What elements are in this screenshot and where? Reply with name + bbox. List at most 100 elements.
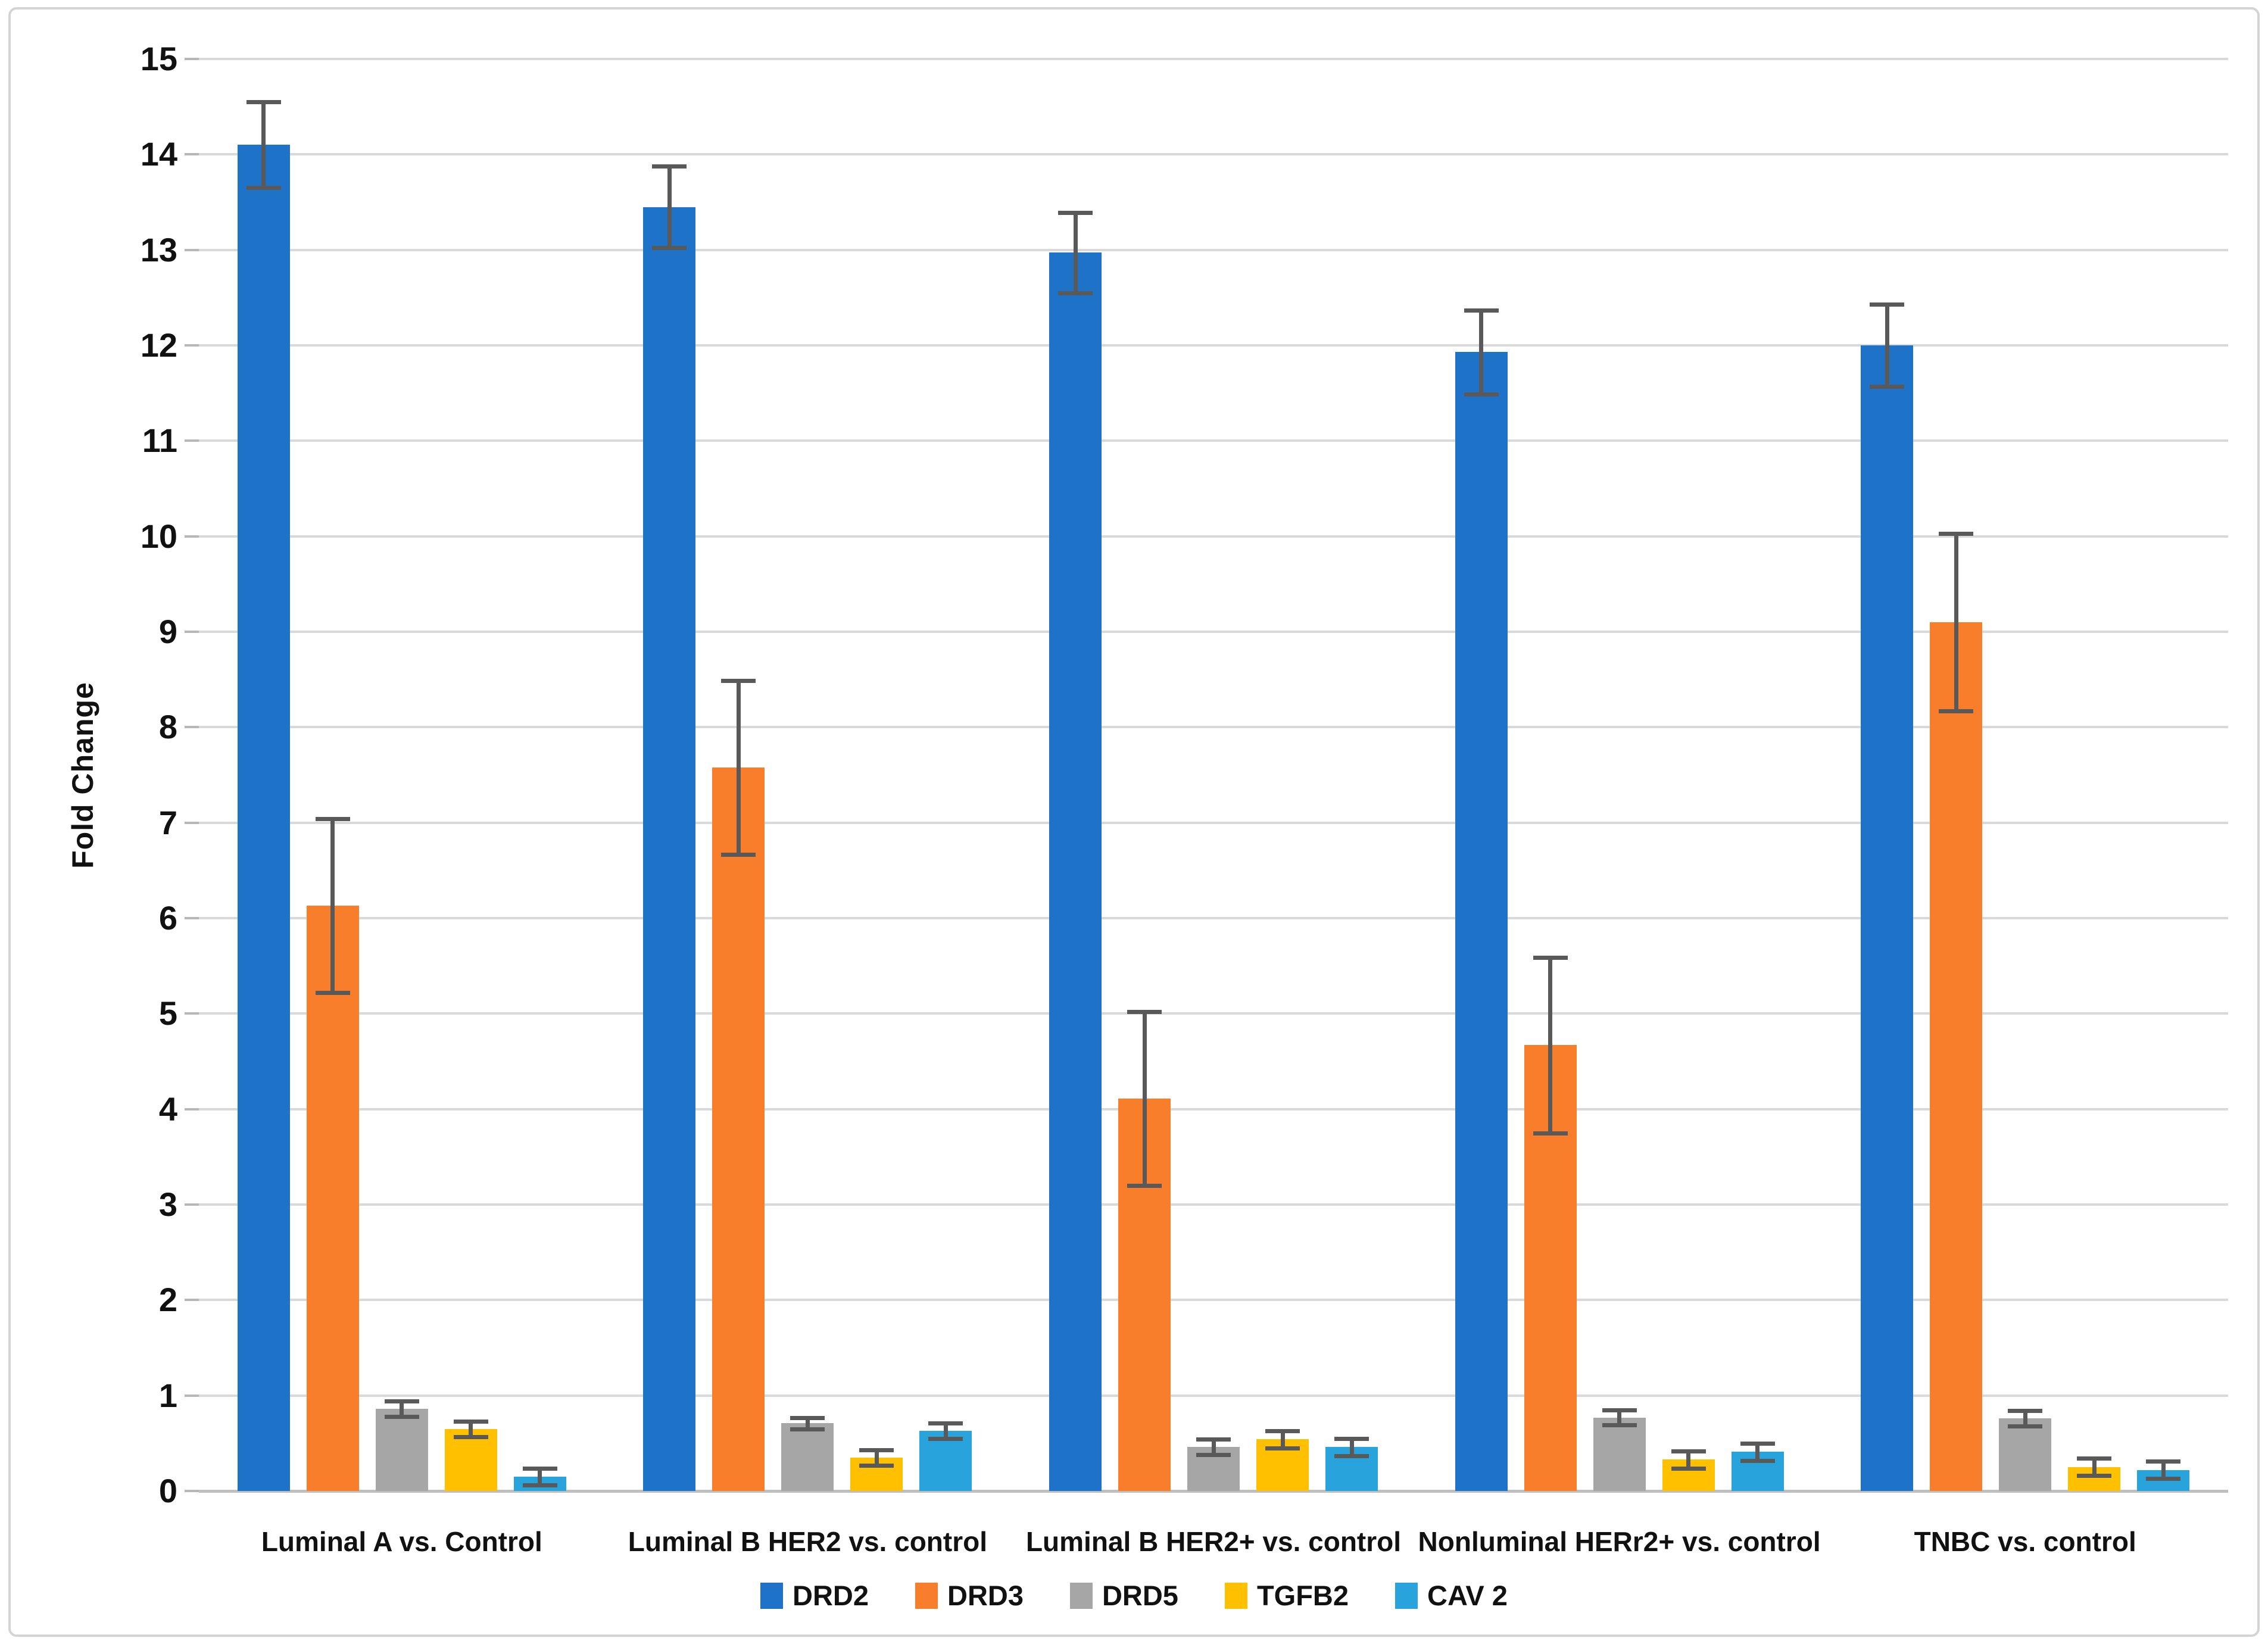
error-bar-cap-bottom: [1740, 1458, 1775, 1463]
legend-label: DRD2: [793, 1580, 869, 1611]
y-tick-label: 15: [140, 40, 177, 77]
y-tick-mark: [185, 1203, 199, 1206]
error-bar-line: [943, 1423, 948, 1439]
legend-label: CAV 2: [1427, 1580, 1508, 1611]
legend: DRD2 DRD3 DRD5 TGFB2 CAV 2: [11, 1579, 2257, 1612]
error-bar-cap-bottom: [1334, 1453, 1369, 1458]
bar-drd3: [306, 906, 359, 1491]
gridline: [199, 917, 2228, 919]
y-tick-label: 1: [158, 1376, 177, 1414]
bar-drd2: [1049, 252, 1102, 1491]
bar-drd3: [1930, 622, 1983, 1491]
gridline: [199, 726, 2228, 729]
error-bar-cap-bottom: [1464, 392, 1499, 397]
legend-swatch-icon: [1069, 1582, 1093, 1609]
y-tick-label: 9: [158, 613, 177, 650]
bar-drd5: [1593, 1417, 1646, 1491]
error-bar-cap-bottom: [1196, 1453, 1231, 1458]
error-bar-line: [1349, 1438, 1354, 1456]
y-tick-mark: [185, 153, 199, 156]
error-bar-cap-bottom: [1265, 1446, 1300, 1450]
y-tick-mark: [185, 1108, 199, 1110]
error-bar-cap-bottom: [1671, 1466, 1706, 1471]
error-bar-cap-top: [315, 817, 350, 822]
y-tick-mark: [185, 631, 199, 633]
error-bar-cap-top: [1127, 1010, 1162, 1015]
error-bar-line: [1548, 957, 1553, 1133]
error-bar-cap-top: [928, 1421, 963, 1426]
error-bar-line: [1617, 1409, 1622, 1425]
gridline: [199, 1108, 2228, 1110]
gridline: [199, 153, 2228, 156]
error-bar-cap-bottom: [1602, 1423, 1637, 1428]
error-bar-line: [2023, 1411, 2027, 1426]
y-tick-label: 2: [158, 1281, 177, 1319]
y-tick-mark: [185, 439, 199, 442]
x-category-label: Nonluminal HERr2+ vs. control: [1418, 1526, 1821, 1557]
bar-drd2: [1861, 345, 1914, 1491]
error-bar-cap-top: [1671, 1449, 1706, 1453]
error-bar-line: [736, 680, 741, 854]
legend-swatch-icon: [915, 1582, 938, 1609]
error-bar-line: [1755, 1443, 1760, 1461]
error-bar-cap-top: [1939, 531, 1974, 536]
legend-item-drd5: DRD5: [1069, 1579, 1178, 1612]
error-bar-cap-bottom: [1058, 291, 1093, 295]
bar-tgfb2: [444, 1428, 497, 1491]
error-bar-cap-bottom: [2008, 1424, 2043, 1428]
legend-swatch-icon: [1224, 1582, 1247, 1609]
gridline: [199, 344, 2228, 347]
error-bar-line: [667, 166, 672, 248]
y-tick-label: 4: [158, 1090, 177, 1128]
error-bar-cap-top: [1533, 955, 1568, 960]
gridline: [199, 631, 2228, 633]
plot-area: 0 1 2 3 4 5 6 7 8 9 10 11 12 13 14 15 Luminal A vs. Cont…: [11, 10, 2257, 1634]
bar-drd5: [781, 1423, 834, 1491]
y-tick-label: 13: [140, 230, 177, 269]
error-bar-cap-bottom: [721, 852, 756, 857]
y-tick-mark: [185, 344, 199, 347]
x-category-label: Luminal A vs. Control: [261, 1526, 542, 1557]
error-bar-cap-top: [2008, 1409, 2043, 1414]
error-bar-cap-bottom: [384, 1414, 419, 1419]
x-axis-line: [199, 1490, 2228, 1493]
error-bar-cap-bottom: [1939, 709, 1974, 714]
y-tick-mark: [185, 821, 199, 824]
legend-label: DRD5: [1102, 1580, 1178, 1611]
error-bar-line: [1885, 304, 1889, 386]
error-bar-line: [1280, 1430, 1285, 1448]
y-tick-mark: [185, 1012, 199, 1015]
bar-drd2: [643, 207, 696, 1491]
y-tick-mark: [185, 248, 199, 251]
error-bar-cap-top: [790, 1415, 825, 1420]
y-tick-label: 0: [158, 1472, 177, 1509]
y-tick-mark: [185, 1490, 199, 1492]
gridline: [199, 1394, 2228, 1397]
bar-drd2: [1455, 352, 1508, 1491]
bar-drd5: [375, 1409, 428, 1491]
y-tick-label: 3: [158, 1186, 177, 1223]
gridline: [199, 1299, 2228, 1302]
error-bar-cap-bottom: [1127, 1183, 1162, 1188]
error-bar-cap-top: [1334, 1436, 1369, 1441]
error-bar-cap-bottom: [652, 246, 687, 251]
gridline: [199, 821, 2228, 824]
error-bar-cap-bottom: [928, 1436, 963, 1441]
y-tick-mark: [185, 58, 199, 60]
error-bar-line: [261, 102, 266, 188]
bar-drd5: [1999, 1418, 2052, 1491]
error-bar-cap-bottom: [859, 1463, 894, 1468]
error-bar-line: [1479, 310, 1484, 394]
y-tick-label: 11: [142, 422, 177, 460]
y-tick-mark: [185, 917, 199, 919]
bar-drd3: [712, 767, 765, 1491]
x-category-label: Luminal B HER2 vs. control: [628, 1526, 987, 1557]
error-bar-cap-bottom: [2077, 1474, 2112, 1478]
y-tick-label: 5: [158, 994, 177, 1032]
error-bar-line: [538, 1468, 542, 1486]
error-bar-line: [1686, 1450, 1691, 1468]
error-bar-line: [2092, 1458, 2097, 1476]
y-tick-label: 14: [140, 135, 177, 173]
error-bar-cap-top: [1196, 1437, 1231, 1442]
x-category-label: Luminal B HER2+ vs. control: [1025, 1526, 1402, 1557]
